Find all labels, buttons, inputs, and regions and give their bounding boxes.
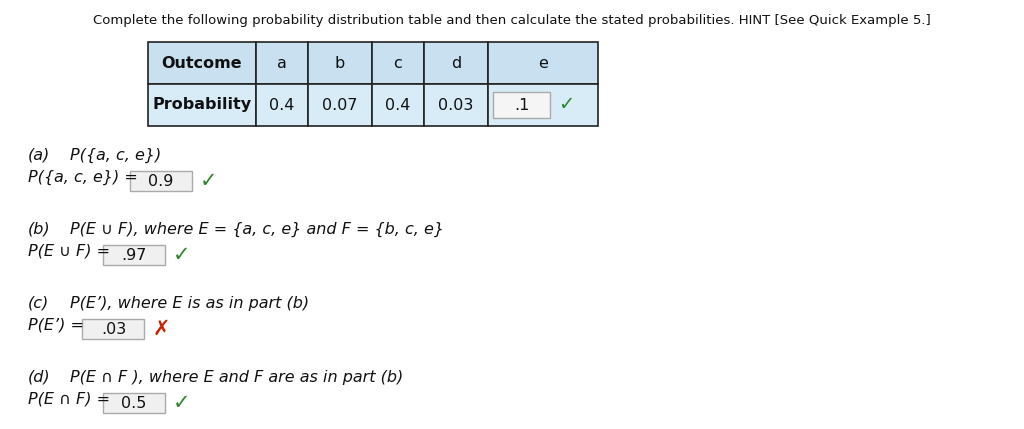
Text: P(E ∩ F ), where E and F are as in part (b): P(E ∩ F ), where E and F are as in part … <box>70 370 403 385</box>
Text: P(E ∪ F) =: P(E ∪ F) = <box>28 244 115 259</box>
Text: a: a <box>278 55 287 70</box>
Text: d: d <box>451 55 461 70</box>
Text: e: e <box>538 55 548 70</box>
Text: 0.4: 0.4 <box>385 97 411 112</box>
Text: .97: .97 <box>121 248 146 263</box>
Text: ✗: ✗ <box>153 319 170 339</box>
Text: Complete the following probability distribution table and then calculate the sta: Complete the following probability distr… <box>93 14 931 27</box>
Bar <box>130 171 193 191</box>
Text: P(E ∩ F) =: P(E ∩ F) = <box>28 392 115 407</box>
Bar <box>488 42 598 84</box>
Bar <box>308 84 372 126</box>
Bar <box>256 42 308 84</box>
Bar <box>372 84 424 126</box>
Text: .03: .03 <box>100 321 126 336</box>
Bar <box>424 84 488 126</box>
Text: ✓: ✓ <box>173 393 190 413</box>
Bar <box>102 393 165 413</box>
Bar <box>308 42 372 84</box>
Text: Probability: Probability <box>153 97 252 112</box>
Text: P(E’) =: P(E’) = <box>28 318 89 333</box>
Bar <box>488 84 598 126</box>
Text: 0.03: 0.03 <box>438 97 474 112</box>
Text: (d): (d) <box>28 370 50 385</box>
Text: P(E’), where E is as in part (b): P(E’), where E is as in part (b) <box>70 296 309 311</box>
Text: (c): (c) <box>28 296 49 311</box>
Text: 0.5: 0.5 <box>121 396 146 411</box>
Text: 0.9: 0.9 <box>148 173 174 188</box>
Bar <box>148 42 256 84</box>
Bar <box>493 92 550 118</box>
Bar <box>424 42 488 84</box>
Bar <box>148 84 256 126</box>
Text: (b): (b) <box>28 222 50 237</box>
Text: P(E ∪ F), where E = {a, c, e} and F = {b, c, e}: P(E ∪ F), where E = {a, c, e} and F = {b… <box>70 222 444 237</box>
Text: ✓: ✓ <box>558 96 574 115</box>
Text: P({a, c, e}): P({a, c, e}) <box>70 148 161 163</box>
Text: .1: .1 <box>514 97 529 112</box>
Text: b: b <box>335 55 345 70</box>
Bar <box>372 42 424 84</box>
Text: 0.4: 0.4 <box>269 97 295 112</box>
Text: 0.07: 0.07 <box>323 97 357 112</box>
Bar <box>256 84 308 126</box>
Bar <box>82 319 144 339</box>
Text: c: c <box>393 55 402 70</box>
Text: Outcome: Outcome <box>162 55 243 70</box>
Text: (a): (a) <box>28 148 50 163</box>
Text: P({a, c, e}) =: P({a, c, e}) = <box>28 170 143 185</box>
Bar <box>102 245 165 265</box>
Text: ✓: ✓ <box>200 171 217 191</box>
Text: ✓: ✓ <box>173 245 190 265</box>
